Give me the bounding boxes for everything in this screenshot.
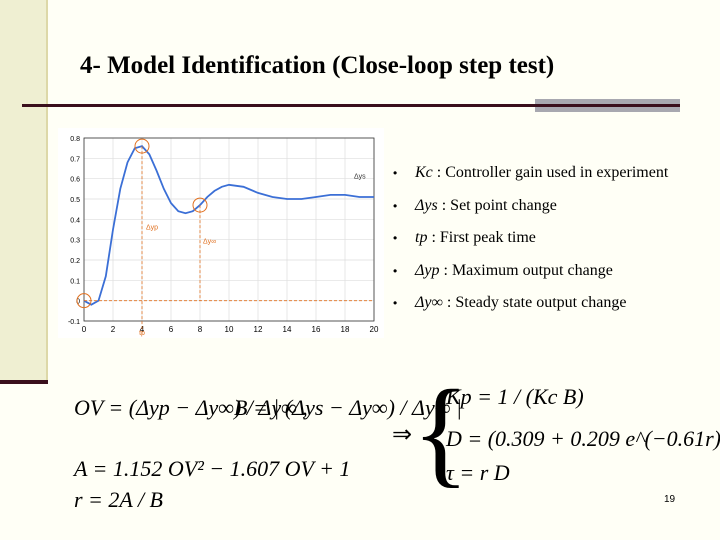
bullet-dyp: • Δyp : Maximum output change <box>393 255 718 288</box>
annotation-label: Δys <box>354 174 366 181</box>
bullet-symbol: tp <box>415 229 428 246</box>
y-tick-label: 0.4 <box>70 217 80 224</box>
sidebar-edge <box>46 0 48 382</box>
bullet-symbol: Δy∞ <box>415 294 443 311</box>
bullet-text: : Maximum output change <box>443 261 613 279</box>
bullet-text: : First peak time <box>431 229 536 246</box>
page-number: 19 <box>664 494 676 505</box>
equation-ov: OV = (Δyp − Δy∞) / Δy∞ , <box>74 395 308 420</box>
bullet-dot: • <box>393 198 398 213</box>
equation-d: D = (0.309 + 0.209 e^(−0.61r)) tp <box>446 426 720 451</box>
equation-r: r = 2A / B <box>74 487 163 512</box>
bullet-dot: • <box>393 166 398 180</box>
bullet-dyinf: • Δy∞ : Steady state output change <box>393 287 718 320</box>
x-tick-label: 16 <box>312 325 321 334</box>
y-tick-label: 0.7 <box>70 156 80 163</box>
x-tick-label: 4 <box>140 325 145 334</box>
step-response-chart: 0 2 4 6 8 10 12 14 16 18 20-0.100.10.20.30.40.50.6… <box>58 128 384 338</box>
bullet-text: : Set point change <box>441 196 557 214</box>
response-line <box>83 145 374 306</box>
plot-frame <box>83 137 375 322</box>
bullet-dys: • Δys : Set point change <box>393 190 718 223</box>
annotation-label: Δy∞ <box>203 239 216 246</box>
annotation-label: Δyp <box>146 225 158 232</box>
chart-series <box>83 145 374 306</box>
slide-title: 4- Model Identification (Close-loop step… <box>80 52 555 79</box>
definition-list: • Kc : Controller gain used in experiment… <box>393 157 718 320</box>
y-tick-label: 0.5 <box>70 197 80 204</box>
x-tick-label: 6 <box>169 325 174 334</box>
x-tick-label: 10 <box>225 325 234 334</box>
bullet-dot: • <box>393 231 398 245</box>
bullet-text: : Steady state output change <box>446 294 627 311</box>
y-tick-label: 0 <box>76 299 80 306</box>
sidebar-panel <box>0 0 48 382</box>
bullet-symbol: Kc <box>415 164 433 181</box>
bullet-kc: • Kc : Controller gain used in experiment <box>393 157 718 190</box>
bullet-dot: • <box>393 263 398 278</box>
annotation-label: tp <box>139 330 145 337</box>
x-tick-label: 12 <box>254 325 263 334</box>
x-tick-label: 8 <box>198 325 203 334</box>
equation-b: B = | (Δys − Δy∞) / Δy∞ | <box>234 395 462 420</box>
bullet-dot: • <box>393 296 398 310</box>
y-tick-label: 0.2 <box>70 258 80 265</box>
y-tick-label: -0.1 <box>68 319 80 326</box>
x-tick-label: 0 <box>82 325 87 334</box>
equation-a: A = 1.152 OV² − 1.607 OV + 1 <box>74 456 351 481</box>
bullet-tp: • tp : First peak time <box>393 222 718 255</box>
y-tick-label: 0.3 <box>70 238 80 245</box>
chart-axes: 0 2 4 6 8 10 12 14 16 18 20-0.100.10.20.30.40.50.6… <box>68 136 379 334</box>
sidebar-foot-bar <box>0 380 48 384</box>
y-tick-label: 0.8 <box>70 136 80 143</box>
x-tick-label: 18 <box>341 325 350 334</box>
x-tick-label: 20 <box>370 325 379 334</box>
x-tick-label: 2 <box>111 325 116 334</box>
bullet-text: : Controller gain used in experiment <box>436 164 669 181</box>
equation-kp: Kp = 1 / (Kc B) <box>446 384 584 409</box>
equation-tau: τ = r D <box>446 460 510 485</box>
y-tick-label: 0.6 <box>70 177 80 184</box>
x-tick-label: 14 <box>283 325 292 334</box>
title-underline <box>22 104 680 107</box>
bullet-symbol: Δys <box>415 196 438 214</box>
y-tick-label: 0.1 <box>70 278 80 285</box>
brace-icon: { <box>412 365 470 498</box>
bullet-symbol: Δyp <box>415 261 440 279</box>
chart-annotations: Δyp Δy∞ Δys tp <box>76 138 374 337</box>
implies-arrow-icon: ⇒ <box>392 422 413 448</box>
